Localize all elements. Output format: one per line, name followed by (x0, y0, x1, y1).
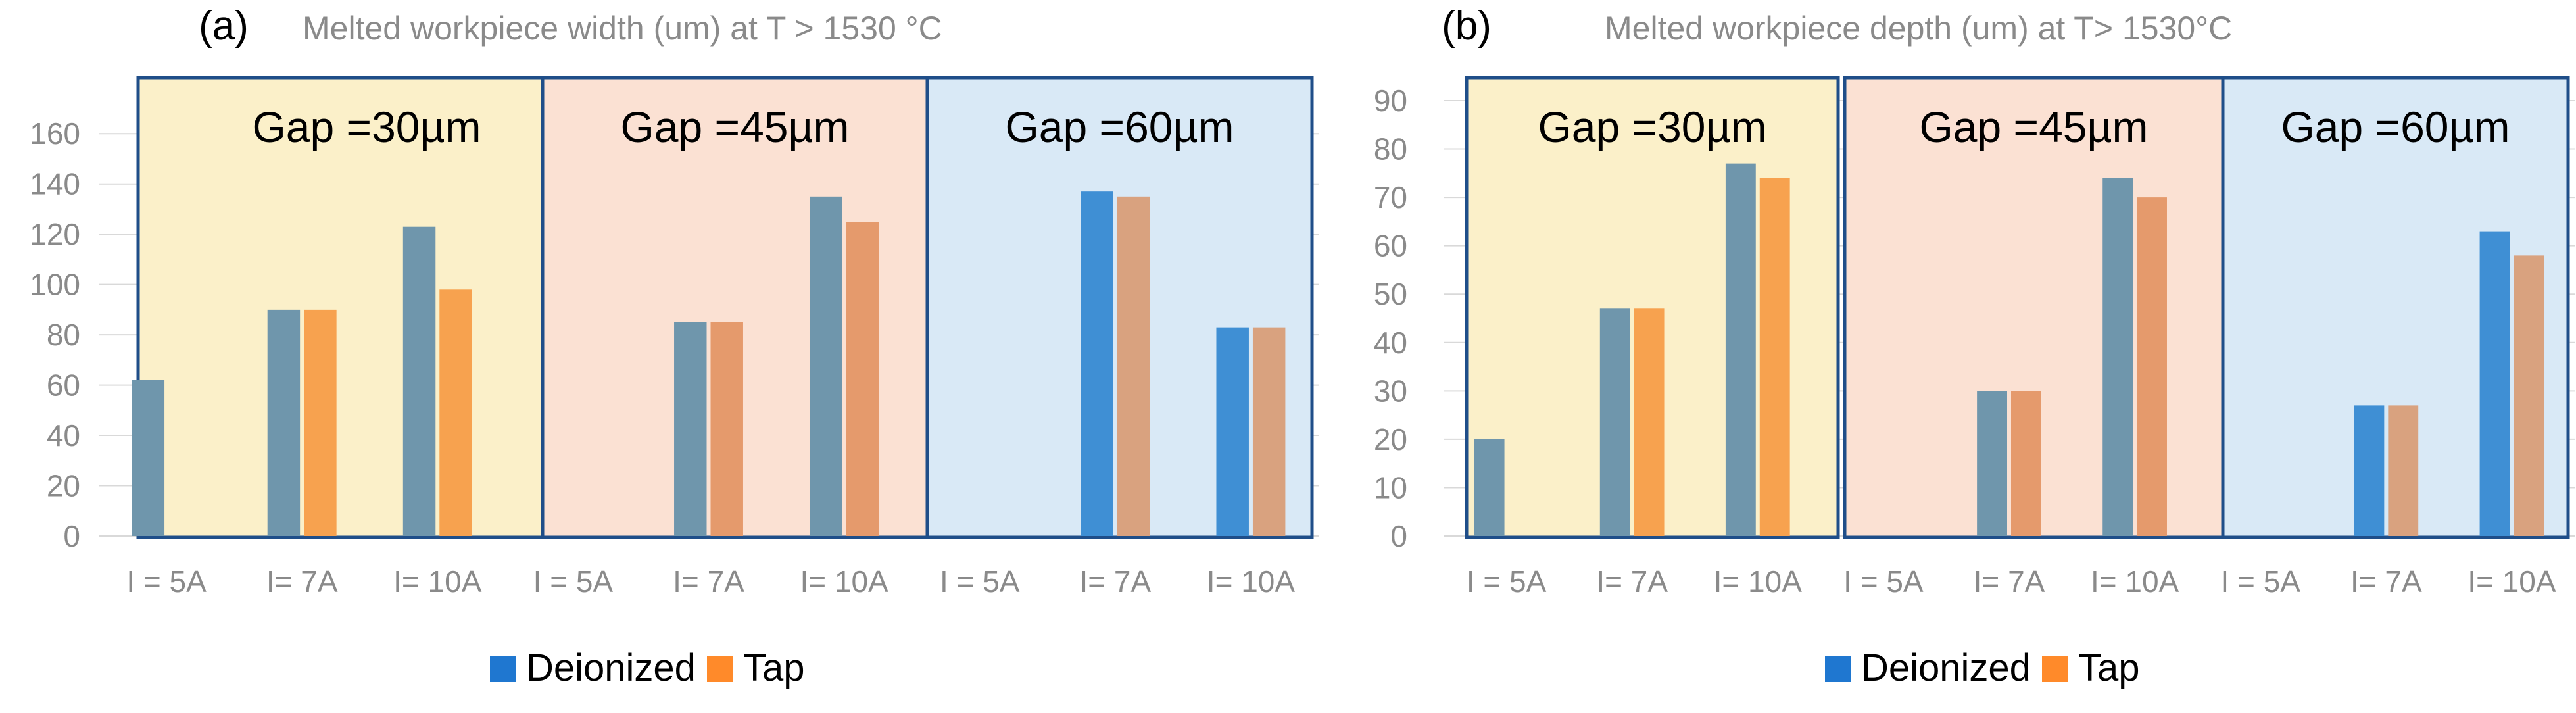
bar-tap (2137, 197, 2167, 537)
y-tick-label: 160 (30, 116, 80, 151)
x-category-label: I= 10A (1207, 564, 1296, 599)
x-category-label: I = 5A (533, 564, 614, 599)
group-label: Gap =30µm (1538, 103, 1766, 151)
y-tick-label: 90 (1374, 84, 1407, 118)
group-label: Gap =60µm (1005, 103, 1234, 151)
bar-deionized (402, 226, 436, 536)
x-category-label: I= 7A (1079, 564, 1151, 599)
y-tick-label: 70 (1374, 180, 1407, 214)
legend-label-deionized: Deionized (1861, 647, 2031, 689)
group-label: Gap =45µm (620, 103, 849, 151)
x-category-label: I= 7A (1974, 564, 2045, 599)
y-tick-label: 0 (1390, 519, 1407, 553)
x-category-label: I= 7A (2350, 564, 2422, 599)
panel-label: (b) (1442, 3, 1492, 49)
legend-swatch-deionized (1825, 656, 1851, 682)
bar-tap (2388, 405, 2419, 536)
x-category-label: I= 7A (673, 564, 744, 599)
x-category-label: I= 10A (2467, 564, 2556, 599)
x-category-label: I = 5A (1843, 564, 1924, 599)
y-tick-label: 60 (47, 368, 80, 403)
legend-swatch-deionized (490, 656, 516, 682)
bar-tap (1634, 308, 1665, 536)
bar-deionized (810, 196, 842, 537)
x-category-label: I= 10A (1714, 564, 1803, 599)
y-tick-label: 100 (30, 268, 80, 302)
legend-label-tap: Tap (743, 647, 805, 689)
y-tick-label: 140 (30, 167, 80, 201)
bar-deionized (267, 309, 301, 536)
y-tick-label: 80 (47, 318, 80, 352)
legend-label-tap: Tap (2078, 647, 2140, 689)
bar-deionized (132, 380, 165, 536)
bar-deionized (1725, 163, 1756, 537)
bar-tap (304, 309, 337, 536)
x-category-label: I= 10A (800, 564, 888, 599)
bar-tap (2514, 255, 2544, 536)
bar-tap (1252, 327, 1286, 536)
bar-tap (2011, 391, 2041, 536)
bar-deionized (1977, 391, 2007, 536)
x-category-label: I = 5A (126, 564, 207, 599)
x-category-label: I= 7A (1596, 564, 1668, 599)
bar-deionized (1216, 327, 1249, 536)
bar-deionized (2102, 178, 2133, 536)
y-tick-label: 80 (1374, 132, 1407, 166)
y-tick-label: 20 (47, 469, 80, 503)
legend-swatch-tap (707, 656, 733, 682)
y-tick-label: 30 (1374, 374, 1407, 408)
y-tick-label: 10 (1374, 470, 1407, 504)
group-label: Gap =30µm (252, 103, 481, 151)
x-category-label: I= 7A (266, 564, 338, 599)
group-label: Gap =60µm (2281, 103, 2510, 151)
bar-deionized (1081, 191, 1113, 536)
panel-label: (a) (199, 3, 249, 49)
x-category-label: I = 5A (940, 564, 1020, 599)
chart-title: Melted workpiece width (um) at T > 1530 … (303, 10, 942, 47)
x-category-label: I= 10A (2091, 564, 2179, 599)
bar-deionized (674, 322, 707, 536)
y-tick-label: 120 (30, 217, 80, 251)
y-tick-label: 50 (1374, 277, 1407, 311)
bar-deionized (2479, 231, 2510, 536)
x-category-label: I= 10A (393, 564, 482, 599)
chart-title: Melted workpiece depth (um) at T> 1530°C (1605, 10, 2232, 47)
legend-label-deionized: Deionized (526, 647, 696, 689)
y-tick-label: 40 (1374, 326, 1407, 360)
bar-tap (1117, 196, 1150, 537)
bar-tap (846, 222, 879, 536)
bar-deionized (1474, 439, 1505, 536)
y-tick-label: 20 (1374, 422, 1407, 456)
bar-tap (1759, 178, 1790, 536)
group-label: Gap =45µm (1919, 103, 2148, 151)
legend-swatch-tap (2042, 656, 2068, 682)
bar-tap (710, 322, 743, 536)
x-category-label: I = 5A (1467, 564, 1547, 599)
bar-tap (439, 289, 472, 536)
y-tick-label: 40 (47, 418, 80, 453)
y-tick-label: 60 (1374, 229, 1407, 263)
bar-deionized (2354, 405, 2385, 536)
y-tick-label: 0 (63, 519, 80, 553)
x-category-label: I = 5A (2220, 564, 2300, 599)
bar-deionized (1599, 308, 1630, 536)
